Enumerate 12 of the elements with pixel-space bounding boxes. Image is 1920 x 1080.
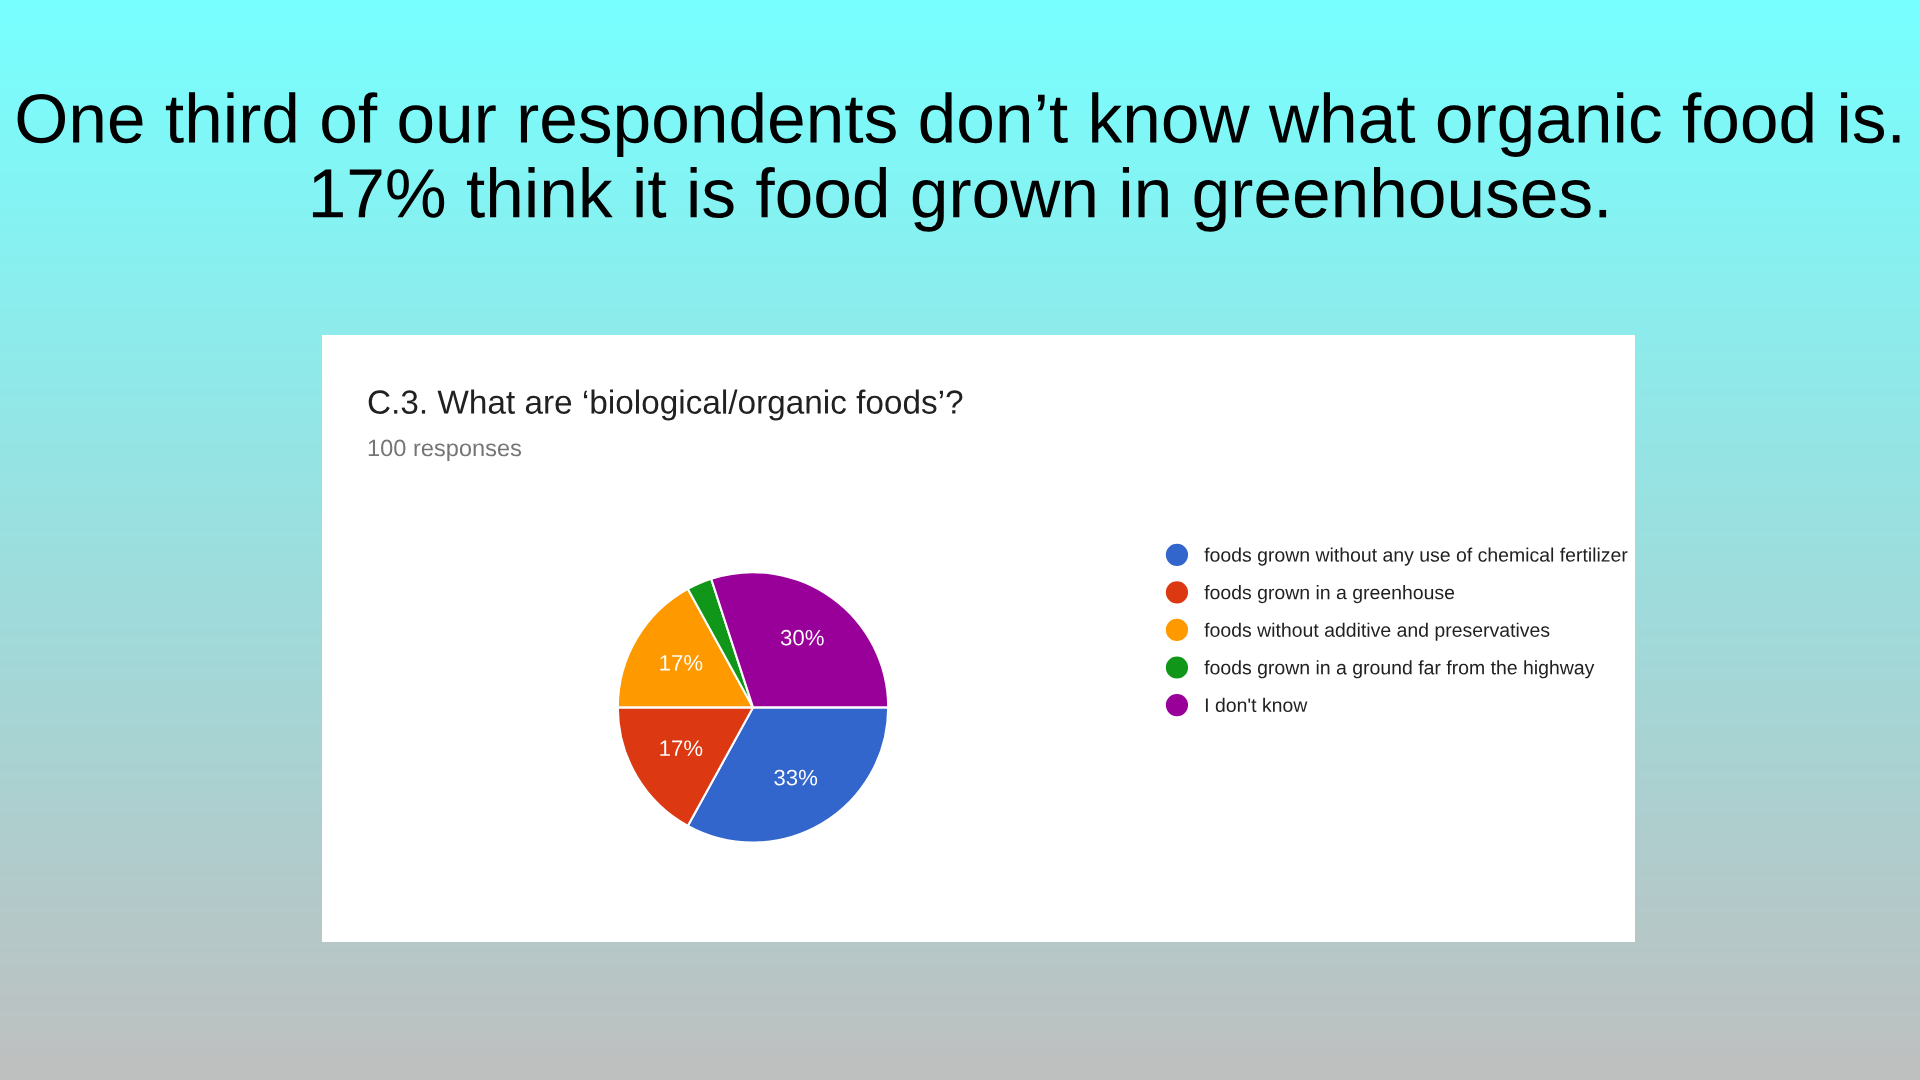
legend-label: I don't know [1205,697,1308,713]
data-label: 17% [660,740,703,756]
data-label: 30% [780,629,824,646]
legend-label: foods grown in a ground far from the highway [1204,660,1595,679]
data-label: 17% [660,655,703,671]
data-label: 33% [774,769,818,786]
legend-label: foods grown in a greenhouse [1204,585,1455,604]
chart-title: C.3. What are ‘biological/organic foods’? [368,389,963,421]
text: One third of our respondents don’t know what organic food is. 17% think it is food grown in greenhouses. [17,92,1900,232]
legend-label: foods grown without any use of chemical fertilizer [1204,547,1628,566]
legend-label: foods without additive and preservatives [1204,622,1550,641]
chart-subtitle: 100 responses [368,439,522,462]
